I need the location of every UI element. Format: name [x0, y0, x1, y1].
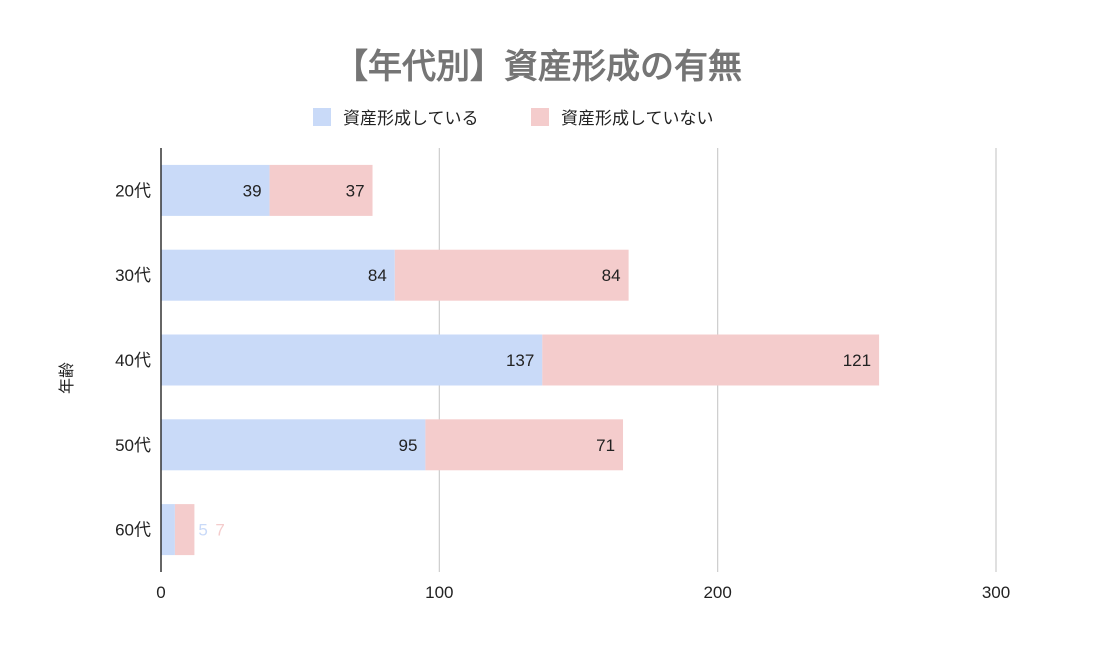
data-label: 5: [198, 521, 207, 540]
x-tick-labels: 0 100 200 300: [156, 583, 1010, 602]
y-axis-title: 年齢: [57, 362, 76, 394]
data-label: 7: [215, 521, 224, 540]
data-label: 84: [368, 266, 387, 285]
bar-segment-yes: [161, 504, 175, 556]
bar-segment-no: [174, 504, 195, 556]
legend: 資産形成している 資産形成していない: [313, 108, 714, 129]
data-label: 137: [506, 351, 534, 370]
category-label: 40代: [115, 351, 151, 370]
data-label: 121: [843, 351, 871, 370]
bar-segment-no: [425, 419, 624, 471]
category-label: 30代: [115, 266, 151, 285]
legend-label: 資産形成していない: [561, 109, 714, 129]
bar-segment-yes: [161, 334, 543, 386]
bar-segment-yes: [161, 419, 426, 471]
data-label: 39: [243, 181, 262, 200]
chart-title: 【年代別】資産形成の有無: [334, 47, 742, 87]
category-labels: 20代 30代 40代 50代 60代: [115, 181, 151, 539]
legend-swatch: [531, 108, 549, 126]
bar-segment-yes: [161, 164, 270, 216]
bar-segment-yes: [161, 249, 395, 301]
bar-segment-no: [542, 334, 880, 386]
data-label: 95: [398, 436, 417, 455]
category-label: 60代: [115, 521, 151, 540]
data-label: 84: [602, 266, 621, 285]
x-tick-label: 300: [982, 583, 1010, 602]
data-labels: 39 37 84 84 137 121 95 71 5 7: [198, 181, 871, 539]
x-tick-label: 100: [425, 583, 453, 602]
x-tick-label: 0: [156, 583, 165, 602]
bar-segment-no: [269, 164, 373, 216]
legend-swatch: [313, 108, 331, 126]
bar-segment-no: [394, 249, 629, 301]
category-label: 20代: [115, 181, 151, 200]
bars: [161, 164, 880, 556]
category-label: 50代: [115, 436, 151, 455]
data-label: 71: [596, 436, 615, 455]
legend-label: 資産形成している: [343, 109, 479, 129]
data-label: 37: [346, 181, 365, 200]
x-tick-label: 200: [703, 583, 731, 602]
